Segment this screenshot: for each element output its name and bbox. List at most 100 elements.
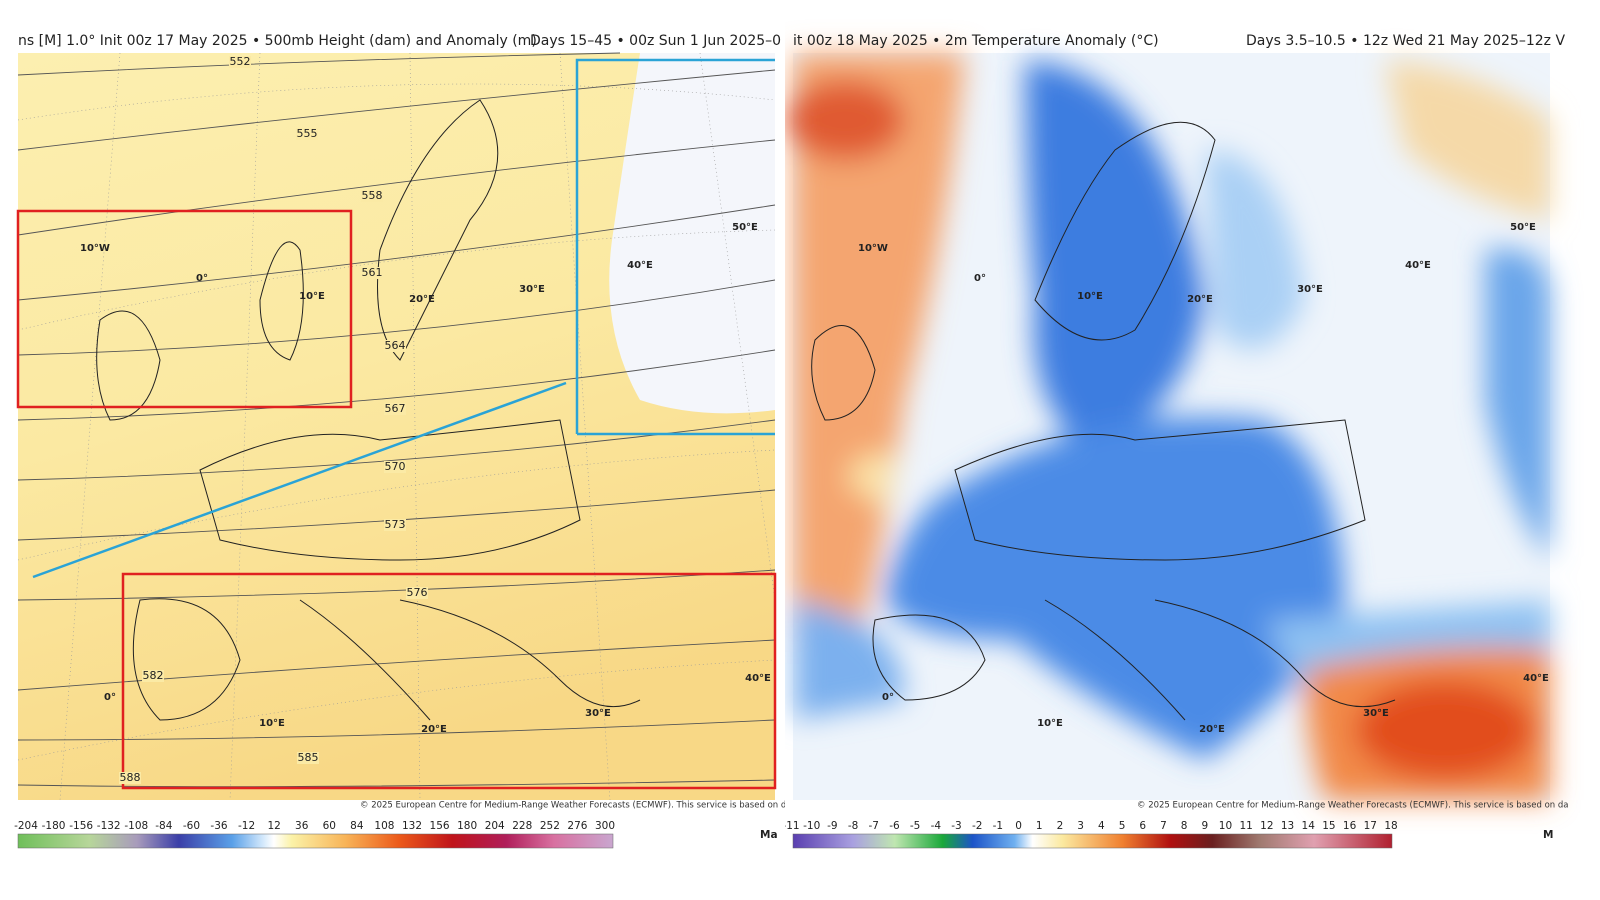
colorbar-label: -12: [238, 820, 255, 832]
colorbar-label: 13: [1281, 820, 1294, 832]
colorbar-label: -9: [827, 820, 837, 832]
country-borders: [811, 121, 1396, 721]
colorbar-label: -60: [183, 820, 200, 832]
highlight-box: [121, 572, 777, 790]
colorbar-label: 2: [1057, 820, 1064, 832]
colorbar-label: -204: [14, 820, 38, 832]
country-borders: [96, 99, 641, 721]
anomaly-field: [785, 53, 1550, 800]
longitude-label: 40°E: [627, 260, 653, 271]
label-halo: [384, 519, 406, 531]
colorbar-label: 228: [512, 820, 532, 832]
map-period: Days 3.5–10.5 • 12z Wed 21 May 2025–12z …: [1246, 33, 1565, 49]
colorbar-label: 12: [1260, 820, 1273, 832]
colorbar-label: -11: [785, 820, 800, 832]
colorbar-label: 16: [1343, 820, 1357, 832]
highlight-box: [16, 209, 353, 409]
colorbar-label: 4: [1098, 820, 1105, 832]
longitude-label: 30°E: [1297, 284, 1323, 295]
label-halo: [119, 772, 141, 784]
longitude-label: 0°: [974, 273, 986, 284]
colorbar-label: -36: [210, 820, 227, 832]
contour-label: 570: [385, 460, 406, 473]
longitude-label: 50°E: [1510, 222, 1536, 233]
longitude-label: 40°E: [1523, 673, 1549, 684]
label-halo: [384, 340, 406, 352]
contour-label: 576: [407, 586, 428, 599]
highlight-box: [575, 58, 775, 436]
longitude-label: 30°E: [1363, 708, 1389, 719]
colorbar-label: 14: [1302, 820, 1316, 832]
label-halo: [361, 267, 383, 279]
colorbar-label: -2: [972, 820, 982, 832]
colorbar-label: 9: [1201, 820, 1208, 832]
colorbar-label: 8: [1181, 820, 1188, 832]
contour-label: 561: [362, 266, 383, 279]
colorbar-label: -1: [993, 820, 1003, 832]
credit: © 2025 European Centre for Medium-Range …: [1137, 801, 1568, 811]
colorbar-label: -6: [889, 820, 900, 832]
label-halo: [296, 128, 318, 140]
boundary-line: [32, 381, 567, 579]
colorbar-label: -8: [848, 820, 858, 832]
colorbar-label: 84: [350, 820, 364, 832]
label-halo: [384, 461, 406, 473]
colorbar: [792, 833, 1393, 849]
colorbar-label: 300: [595, 820, 615, 832]
longitude-label: 10°E: [1037, 718, 1063, 729]
colorbar-label: 6: [1139, 820, 1146, 832]
colorbar-label: 108: [374, 820, 394, 832]
colorbar-label: 36: [295, 820, 309, 832]
label-halo: [406, 587, 428, 599]
contour-label: 558: [362, 189, 383, 202]
longitude-label: 20°E: [421, 724, 447, 735]
contour-label: 588: [120, 771, 141, 784]
colorbar-label: 60: [323, 820, 336, 832]
contour-label: 567: [385, 402, 406, 415]
longitude-label: 0°: [882, 692, 894, 703]
colorbar-label: -5: [910, 820, 920, 832]
graticule: [17, 52, 776, 801]
longitude-label: 20°E: [1187, 294, 1213, 305]
temperature-anomaly-map: it 00z 18 May 2025 • 2m Temperature Anom…: [785, 33, 1568, 849]
colorbar-caption: Ma: [760, 829, 778, 841]
colorbar-label: 18: [1384, 820, 1397, 832]
label-halo: [361, 190, 383, 202]
colorbar-label: 7: [1160, 820, 1167, 832]
colorbar-label: 156: [430, 820, 450, 832]
label-halo: [384, 403, 406, 415]
colorbar-label: 12: [267, 820, 280, 832]
colorbar-label: -156: [69, 820, 93, 832]
longitude-label: 10°E: [259, 718, 285, 729]
longitude-label: 10°W: [858, 243, 888, 254]
colorbar-label: -180: [42, 820, 66, 832]
longitude-label: 40°E: [1405, 260, 1431, 271]
colorbar-label: 204: [485, 820, 505, 832]
longitude-label: 0°: [104, 692, 116, 703]
colorbar-label: 10: [1219, 820, 1232, 832]
colorbar-label: 180: [457, 820, 477, 832]
colorbar-label: 17: [1364, 820, 1377, 832]
colorbar-label: 5: [1119, 820, 1126, 832]
colorbar-caption: M: [1543, 829, 1553, 841]
contour-label: 564: [385, 339, 406, 352]
longitude-label: 20°E: [409, 294, 435, 305]
colorbar-label: 15: [1322, 820, 1335, 832]
longitude-label: 10°W: [80, 243, 110, 254]
longitude-label: 0°: [196, 273, 208, 284]
colorbar-label: 252: [540, 820, 560, 832]
longitude-label: 40°E: [745, 673, 771, 684]
colorbar-label: 1: [1036, 820, 1043, 832]
map-period: Days 15–45 • 00z Sun 1 Jun 2025–0: [530, 33, 781, 49]
longitude-label: 10°E: [1077, 291, 1103, 302]
colorbar-label: 3: [1077, 820, 1084, 832]
colorbar-label: -3: [951, 820, 961, 832]
contour-label: 573: [385, 518, 406, 531]
colorbar: [17, 833, 614, 849]
contour-label: 585: [298, 751, 319, 764]
label-halo: [229, 56, 251, 68]
longitude-label: 20°E: [1199, 724, 1225, 735]
longitude-label: 30°E: [585, 708, 611, 719]
negative-anomaly-area: [609, 53, 775, 414]
